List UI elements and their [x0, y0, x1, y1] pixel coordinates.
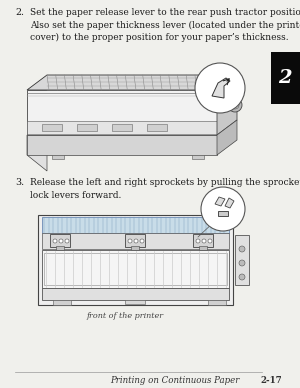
Text: Printing on Continuous Paper: Printing on Continuous Paper	[110, 376, 240, 385]
Circle shape	[201, 187, 245, 231]
FancyBboxPatch shape	[42, 250, 229, 288]
FancyBboxPatch shape	[53, 300, 71, 305]
FancyBboxPatch shape	[208, 300, 226, 305]
FancyBboxPatch shape	[42, 288, 229, 300]
Polygon shape	[27, 90, 217, 135]
FancyBboxPatch shape	[199, 246, 207, 250]
Text: Release the left and right sprockets by pulling the sprocket
lock levers forward: Release the left and right sprockets by …	[30, 178, 300, 199]
FancyBboxPatch shape	[125, 300, 145, 304]
FancyBboxPatch shape	[77, 124, 97, 131]
Circle shape	[208, 239, 212, 243]
Text: Set the paper release lever to the rear push tractor position.
Also set the pape: Set the paper release lever to the rear …	[30, 8, 300, 42]
Circle shape	[196, 239, 200, 243]
Polygon shape	[217, 75, 237, 135]
Circle shape	[231, 101, 239, 109]
FancyBboxPatch shape	[42, 217, 229, 233]
Polygon shape	[27, 135, 47, 171]
Text: 2: 2	[278, 69, 292, 87]
Text: 2-17: 2-17	[260, 376, 282, 385]
Polygon shape	[217, 120, 237, 155]
FancyBboxPatch shape	[42, 124, 62, 131]
FancyBboxPatch shape	[42, 233, 229, 249]
Circle shape	[59, 239, 63, 243]
Circle shape	[53, 239, 57, 243]
Circle shape	[239, 246, 245, 252]
Polygon shape	[212, 78, 230, 98]
FancyBboxPatch shape	[193, 234, 213, 247]
Polygon shape	[27, 135, 217, 155]
FancyBboxPatch shape	[112, 124, 132, 131]
FancyBboxPatch shape	[52, 155, 64, 159]
Text: 3.: 3.	[15, 178, 24, 187]
FancyBboxPatch shape	[147, 124, 167, 131]
Circle shape	[140, 239, 144, 243]
Polygon shape	[225, 198, 234, 208]
FancyBboxPatch shape	[56, 246, 64, 250]
FancyBboxPatch shape	[27, 121, 217, 134]
FancyBboxPatch shape	[271, 52, 300, 104]
FancyBboxPatch shape	[235, 235, 249, 285]
FancyBboxPatch shape	[50, 234, 70, 247]
Circle shape	[128, 239, 132, 243]
FancyBboxPatch shape	[125, 234, 145, 247]
Circle shape	[228, 98, 242, 112]
Circle shape	[195, 63, 245, 113]
FancyBboxPatch shape	[131, 246, 139, 250]
Circle shape	[202, 239, 206, 243]
Circle shape	[134, 239, 138, 243]
Circle shape	[239, 260, 245, 266]
FancyBboxPatch shape	[218, 211, 228, 216]
Circle shape	[65, 239, 69, 243]
Polygon shape	[215, 197, 225, 206]
FancyBboxPatch shape	[38, 215, 233, 305]
Polygon shape	[27, 75, 237, 90]
FancyBboxPatch shape	[192, 155, 204, 159]
Text: 2.: 2.	[15, 8, 24, 17]
Circle shape	[239, 274, 245, 280]
Text: front of the printer: front of the printer	[87, 312, 164, 320]
